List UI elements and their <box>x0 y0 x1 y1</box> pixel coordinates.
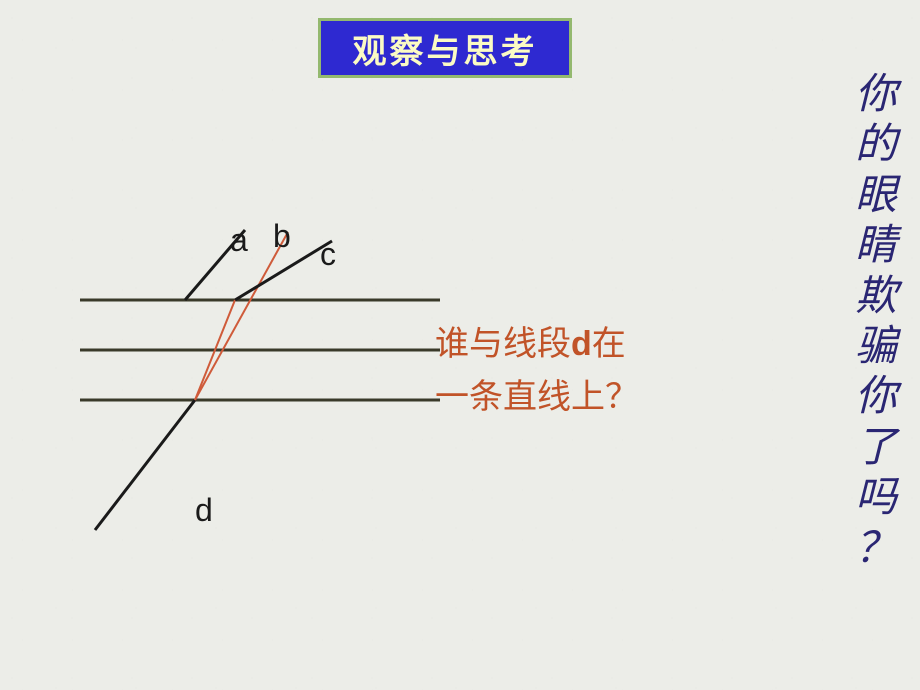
q-line2: 一条直线上？ <box>435 379 639 416</box>
q-line1-post: 在 <box>592 326 626 363</box>
v-char: 吗 <box>852 473 900 523</box>
v-char: 欺 <box>852 272 900 322</box>
v-char: ？ <box>852 524 900 574</box>
q-line1-pre: 谁与线段 <box>435 326 571 363</box>
v-char: 眼 <box>852 171 900 221</box>
v-char: 的 <box>852 120 900 170</box>
v-char: 骗 <box>852 322 900 372</box>
v-char: 睛 <box>852 221 900 271</box>
label-b: b <box>273 218 291 255</box>
v-char: 了 <box>852 423 900 473</box>
vertical-question: 你 的 眼 睛 欺 骗 你 了 吗 ？ <box>852 70 900 574</box>
v-char: 你 <box>852 372 900 422</box>
label-d: d <box>195 492 213 529</box>
line-d <box>95 400 195 530</box>
title-text: 观察与思考 <box>353 24 538 73</box>
label-a: a <box>230 222 248 259</box>
main-question: 谁与线段d在 一条直线上？ <box>435 318 639 424</box>
q-bold-d: d <box>571 325 592 363</box>
title-box: 观察与思考 <box>318 18 572 78</box>
v-char: 你 <box>852 70 900 120</box>
label-c: c <box>320 236 336 273</box>
